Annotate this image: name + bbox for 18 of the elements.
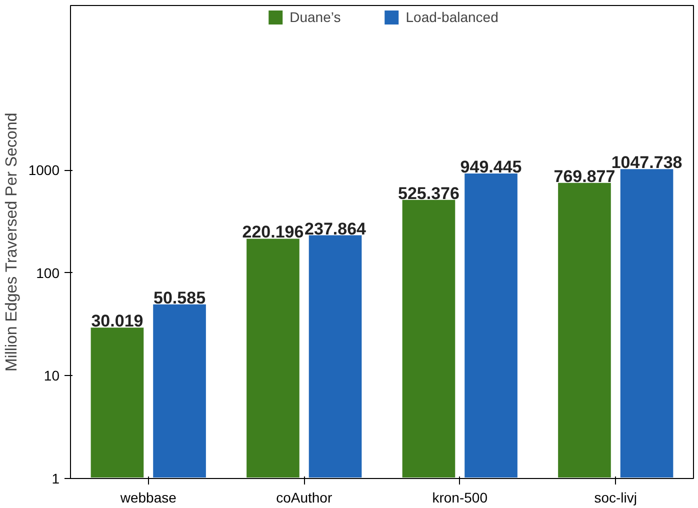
legend-label: Load-balanced <box>406 9 498 25</box>
x-tick-label: soc-livj <box>594 490 638 506</box>
x-tick-label: kron-500 <box>432 490 488 506</box>
y-axis-title: Million Edges Traversed Per Second <box>3 112 20 372</box>
x-tick-label: webbase <box>119 490 177 506</box>
data-label: 30.019 <box>91 312 144 331</box>
data-label: 237.864 <box>304 219 367 238</box>
data-label: 949.445 <box>460 157 522 176</box>
y-tick-label: 1 <box>52 470 60 486</box>
data-label: 50.585 <box>154 288 206 308</box>
legend-label: Duane’s <box>290 9 341 25</box>
y-tick-label: 100 <box>36 264 60 281</box>
x-tick-label: coAuthor <box>276 490 332 506</box>
y-tick-label: 1000 <box>28 162 60 178</box>
data-label: 525.376 <box>398 184 460 203</box>
data-label: 769.877 <box>554 166 616 186</box>
data-label: 220.196 <box>242 222 304 242</box>
y-tick-label: 10 <box>44 368 60 384</box>
